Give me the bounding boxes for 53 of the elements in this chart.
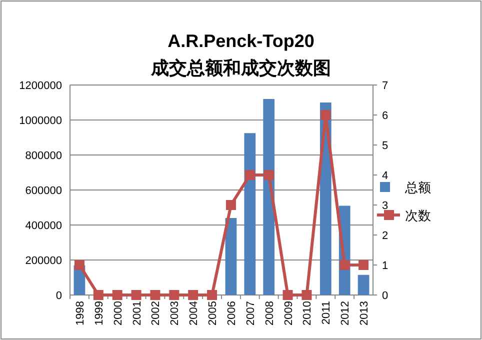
- y-tick-label: 400000: [25, 220, 62, 232]
- y-tick-label: 1200000: [19, 80, 62, 92]
- point: [150, 290, 160, 300]
- x-tick-label: 2011: [320, 301, 333, 325]
- x-tick-label: 1999: [93, 301, 106, 326]
- chart-title: A.R.Penck-Top20 成交总额和成交次数图: [150, 31, 331, 78]
- x-tick-label: 2000: [112, 301, 124, 326]
- y-tick-label: 1000000: [19, 115, 62, 127]
- point: [93, 290, 104, 300]
- legend-label: 次数: [405, 208, 431, 223]
- y-tick-label: 600000: [25, 185, 62, 197]
- legend-label: 总额: [404, 180, 431, 195]
- y2-tick-label: 3: [382, 200, 388, 212]
- x-tick-label: 2008: [264, 301, 276, 326]
- x-tick-label: 2001: [131, 301, 144, 326]
- y2-tick-label: 6: [382, 110, 388, 122]
- y-tick-label: 800000: [25, 150, 62, 162]
- y2-tick-label: 5: [382, 140, 388, 152]
- y2-tick-label: 7: [382, 80, 388, 92]
- point: [340, 260, 350, 270]
- x-tick-label: 2005: [207, 301, 220, 326]
- x-tick-label: 2010: [302, 301, 314, 326]
- bar: [244, 133, 256, 295]
- x-tick-label: 2013: [358, 301, 371, 326]
- x-tick-label: 2002: [150, 301, 162, 326]
- x-tick-label: 2004: [188, 301, 200, 326]
- bar: [358, 274, 370, 295]
- x-tick-label: 2009: [282, 301, 295, 326]
- y-tick-label: 0: [56, 290, 62, 302]
- bar: [225, 218, 237, 295]
- point: [320, 110, 331, 120]
- point: [282, 290, 293, 300]
- x-tick-label: 2007: [244, 301, 257, 326]
- point: [226, 200, 236, 210]
- point: [74, 260, 84, 270]
- point: [302, 290, 312, 300]
- point: [169, 290, 180, 300]
- point: [188, 290, 198, 300]
- y2-tick-label: 2: [382, 230, 388, 242]
- point: [244, 170, 255, 180]
- point: [112, 290, 122, 300]
- point: [358, 260, 369, 270]
- y2-tick-label: 1: [382, 260, 388, 272]
- y-tick-label: 200000: [25, 255, 62, 267]
- point: [131, 290, 142, 300]
- x-tick-label: 1998: [74, 301, 86, 326]
- x-tick-label: 2012: [340, 301, 352, 326]
- y2-tick-label: 4: [382, 170, 388, 182]
- point: [264, 170, 274, 180]
- y2-tick-label: 0: [382, 290, 388, 302]
- point: [207, 290, 218, 300]
- x-tick-label: 2006: [226, 301, 238, 326]
- x-tick-label: 2003: [169, 301, 182, 326]
